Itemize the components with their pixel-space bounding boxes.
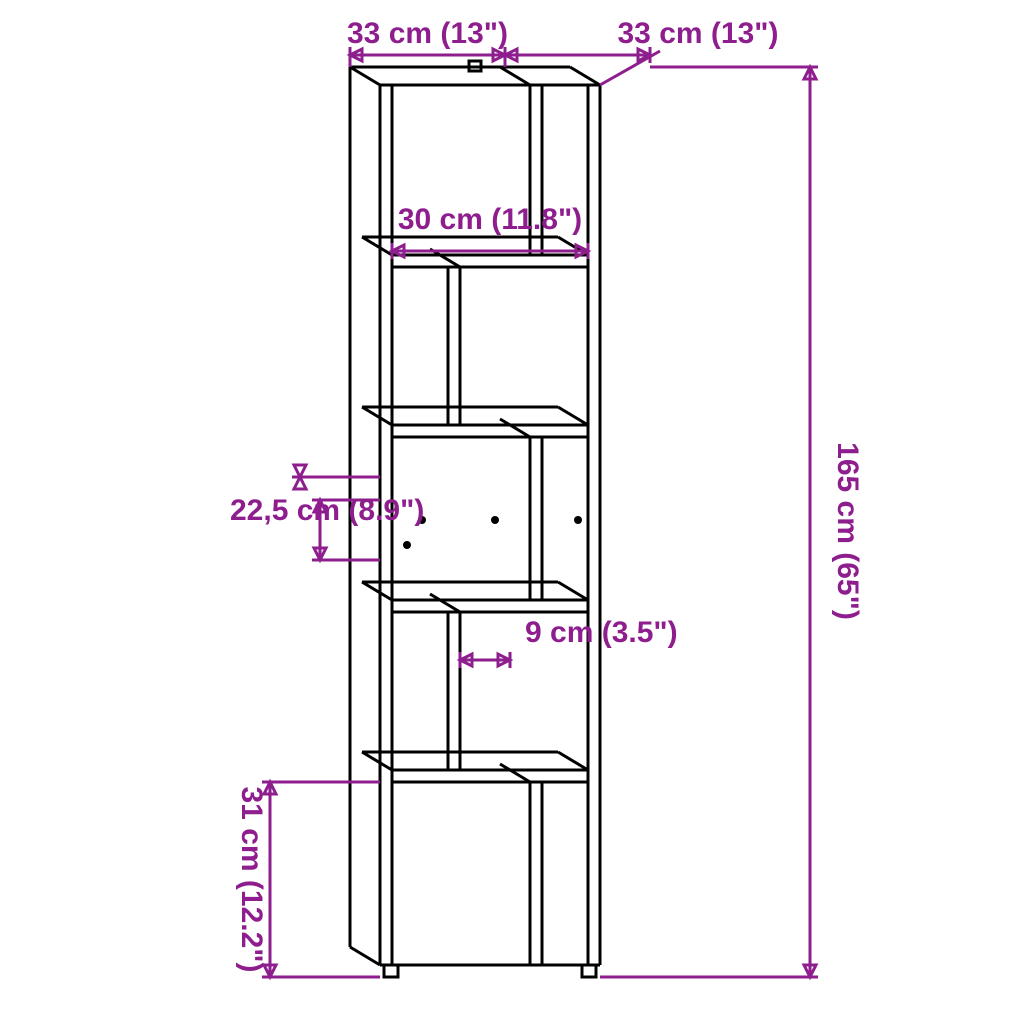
dim-width-right: 33 cm (13") bbox=[618, 17, 779, 50]
dim-base-height: 31 cm (12.2") bbox=[235, 787, 268, 973]
dim-gap: 9 cm (3.5") bbox=[525, 616, 678, 649]
dim-side-small: 22,5 cm (8.9") bbox=[230, 494, 424, 527]
dim-shelf-inner: 30 cm (11.8") bbox=[398, 203, 582, 236]
dim-width-left: 33 cm (13") bbox=[347, 17, 508, 50]
dim-total-height: 165 cm (65") bbox=[831, 442, 864, 620]
